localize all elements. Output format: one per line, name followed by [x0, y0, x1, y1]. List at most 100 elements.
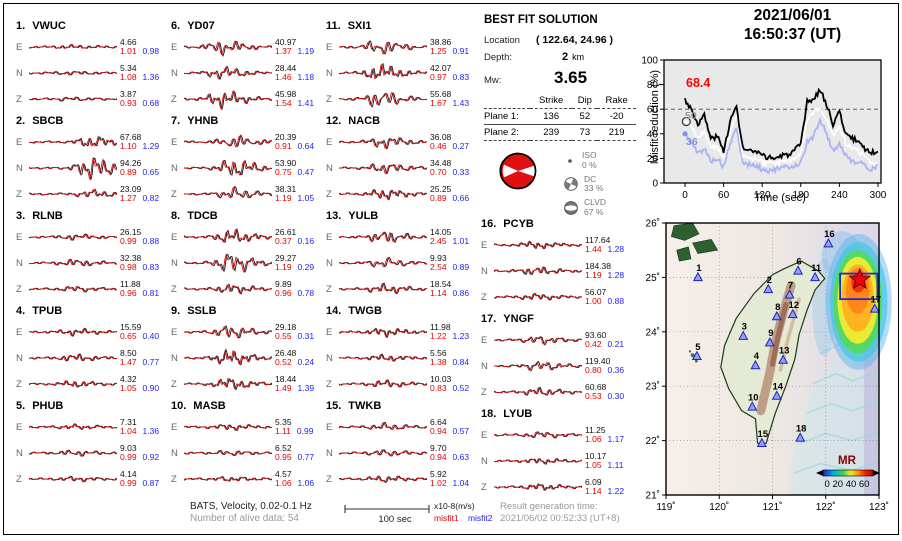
waveform-trace: [494, 266, 582, 276]
amplitude-value: 9.93: [430, 253, 447, 264]
dip-header: Dip: [572, 93, 598, 109]
scalebar-label: 100 sec: [378, 514, 412, 525]
waveform-trace: [339, 449, 427, 457]
iso-label: ISO: [582, 150, 597, 160]
misfit1-value: 1.44: [585, 244, 602, 254]
component-row: E 29.18 0.55 0.31: [171, 319, 325, 345]
waveform-trace: [494, 386, 582, 396]
component-label: N: [326, 257, 333, 269]
dc-icon: [564, 177, 578, 192]
station-block: 13. YULB E 14.05 2.45 1.01 N 9.93 2.54 0.8…: [326, 210, 480, 305]
strike-header: Strike: [530, 93, 573, 109]
component-row: E 4.66 1.01 0.98: [16, 34, 170, 60]
svg-text:40: 40: [647, 129, 659, 140]
best-value-label: 68.4: [686, 76, 710, 90]
nodal-planes-table: Strike Dip Rake Plane 1: 136 52 -20 Plan…: [484, 93, 636, 141]
component-label: E: [481, 334, 488, 346]
amplitude-value: 60.68: [585, 382, 607, 393]
component-row: N 9.93 2.54 0.89: [326, 250, 480, 276]
station-number: 1.: [16, 20, 26, 32]
station-map-number: 4: [754, 351, 760, 362]
amplitude-value: 29.18: [275, 322, 297, 333]
component-label: E: [171, 421, 178, 433]
amplitude-value: 45.98: [275, 89, 297, 100]
best-fit-solution-panel: BEST FIT SOLUTION Location ( 122.64, 24.…: [484, 14, 642, 218]
station-number: 10.: [171, 400, 187, 412]
component-label: Z: [16, 188, 22, 200]
component-row: E 15.59 0.65 0.40: [16, 319, 170, 345]
event-date: 2021/06/01: [753, 7, 832, 24]
component-label: E: [171, 136, 178, 148]
component-label: N: [481, 265, 488, 277]
component-row: Z 38.31 1.19 1.05: [171, 181, 325, 207]
station-name: TDCB: [187, 210, 218, 222]
station-triangle: [784, 289, 795, 299]
misfit1-value: 0.80: [585, 365, 602, 375]
svg-text:20: 20: [647, 154, 659, 165]
station-map-number: 6: [796, 256, 801, 267]
misfit1-value: 0.97: [430, 72, 447, 82]
clvd-label: CLVD: [584, 197, 607, 208]
waveform-trace: [29, 157, 117, 181]
misfit2-value: 0.21: [607, 339, 625, 349]
amplitude-value: 20.39: [275, 132, 297, 143]
waveform-trace: [184, 185, 272, 199]
component-row: E 20.39 0.91 0.64: [171, 129, 325, 155]
waveform-trace: [339, 256, 427, 268]
component-label: Z: [171, 473, 177, 485]
dc-label: DC: [584, 173, 597, 184]
component-label: N: [171, 162, 178, 174]
amplitude-value: 4.14: [120, 469, 137, 480]
waveform-trace: [184, 348, 272, 366]
waveform-trace: [184, 377, 272, 391]
misfit1-value: 1.06: [585, 434, 602, 444]
amplitude-value: 26.15: [120, 227, 142, 238]
component-label: N: [326, 352, 333, 364]
waveform-trace: [494, 457, 582, 465]
component-row: E 40.97 1.37 1.19: [171, 34, 325, 60]
waveform-trace: [494, 336, 582, 346]
component-row: N 8.50 1.47 0.77: [16, 345, 170, 371]
misfit1-value: 1.19: [275, 262, 292, 272]
event-time: 16:50:37 (UT): [743, 26, 842, 44]
component-row: N 9.70 0.94 0.63: [326, 440, 480, 466]
waveform-trace: [29, 70, 117, 76]
amplitude-value: 11.98: [430, 322, 451, 333]
station-name: PHUB: [32, 400, 64, 412]
station-number: 11.: [326, 20, 341, 32]
waveform-trace: [339, 136, 427, 150]
station-map-number: 10: [748, 392, 759, 403]
misfit2-value: 1.17: [607, 434, 625, 444]
misfit2-value: 1.43: [452, 98, 470, 108]
component-row: N 5.56 1.38 0.84: [326, 345, 480, 371]
misfit1-value: 0.98: [120, 262, 137, 272]
component-label: E: [16, 231, 23, 243]
station-name: MASB: [193, 400, 226, 412]
waveform-trace: [184, 476, 272, 482]
station-triangle: [691, 350, 702, 360]
misfit2-value: 1.36: [142, 72, 160, 82]
component-label: N: [171, 352, 178, 364]
waveform-trace: [339, 163, 427, 175]
map-lon-tick: 122˚: [816, 501, 836, 513]
waveform-trace: [339, 421, 427, 431]
waveform-trace: [29, 233, 117, 241]
misfit1-value: 1.14: [585, 486, 602, 496]
amplitude-value: 38.31: [275, 184, 297, 195]
depth-unit: km: [572, 52, 585, 62]
misfit1-value: 0.91: [275, 141, 292, 151]
map-lat-tick: 25˚: [646, 272, 660, 284]
station-name: RLNB: [32, 210, 63, 222]
component-row: N 5.34 1.08 1.36: [16, 60, 170, 86]
component-label: Z: [171, 188, 177, 200]
misfit2-value: 1.41: [297, 98, 315, 108]
waveform-trace: [339, 353, 427, 362]
amplitude-value: 25.25: [430, 184, 452, 195]
station-number: 5.: [16, 400, 26, 412]
component-label: Z: [171, 378, 177, 390]
component-row: N 6.52 0.95 0.77: [171, 440, 325, 466]
alive-data-count: Number of alive data: 54: [190, 513, 299, 524]
graticule: [666, 223, 879, 495]
station-map-number: 14: [772, 381, 783, 392]
